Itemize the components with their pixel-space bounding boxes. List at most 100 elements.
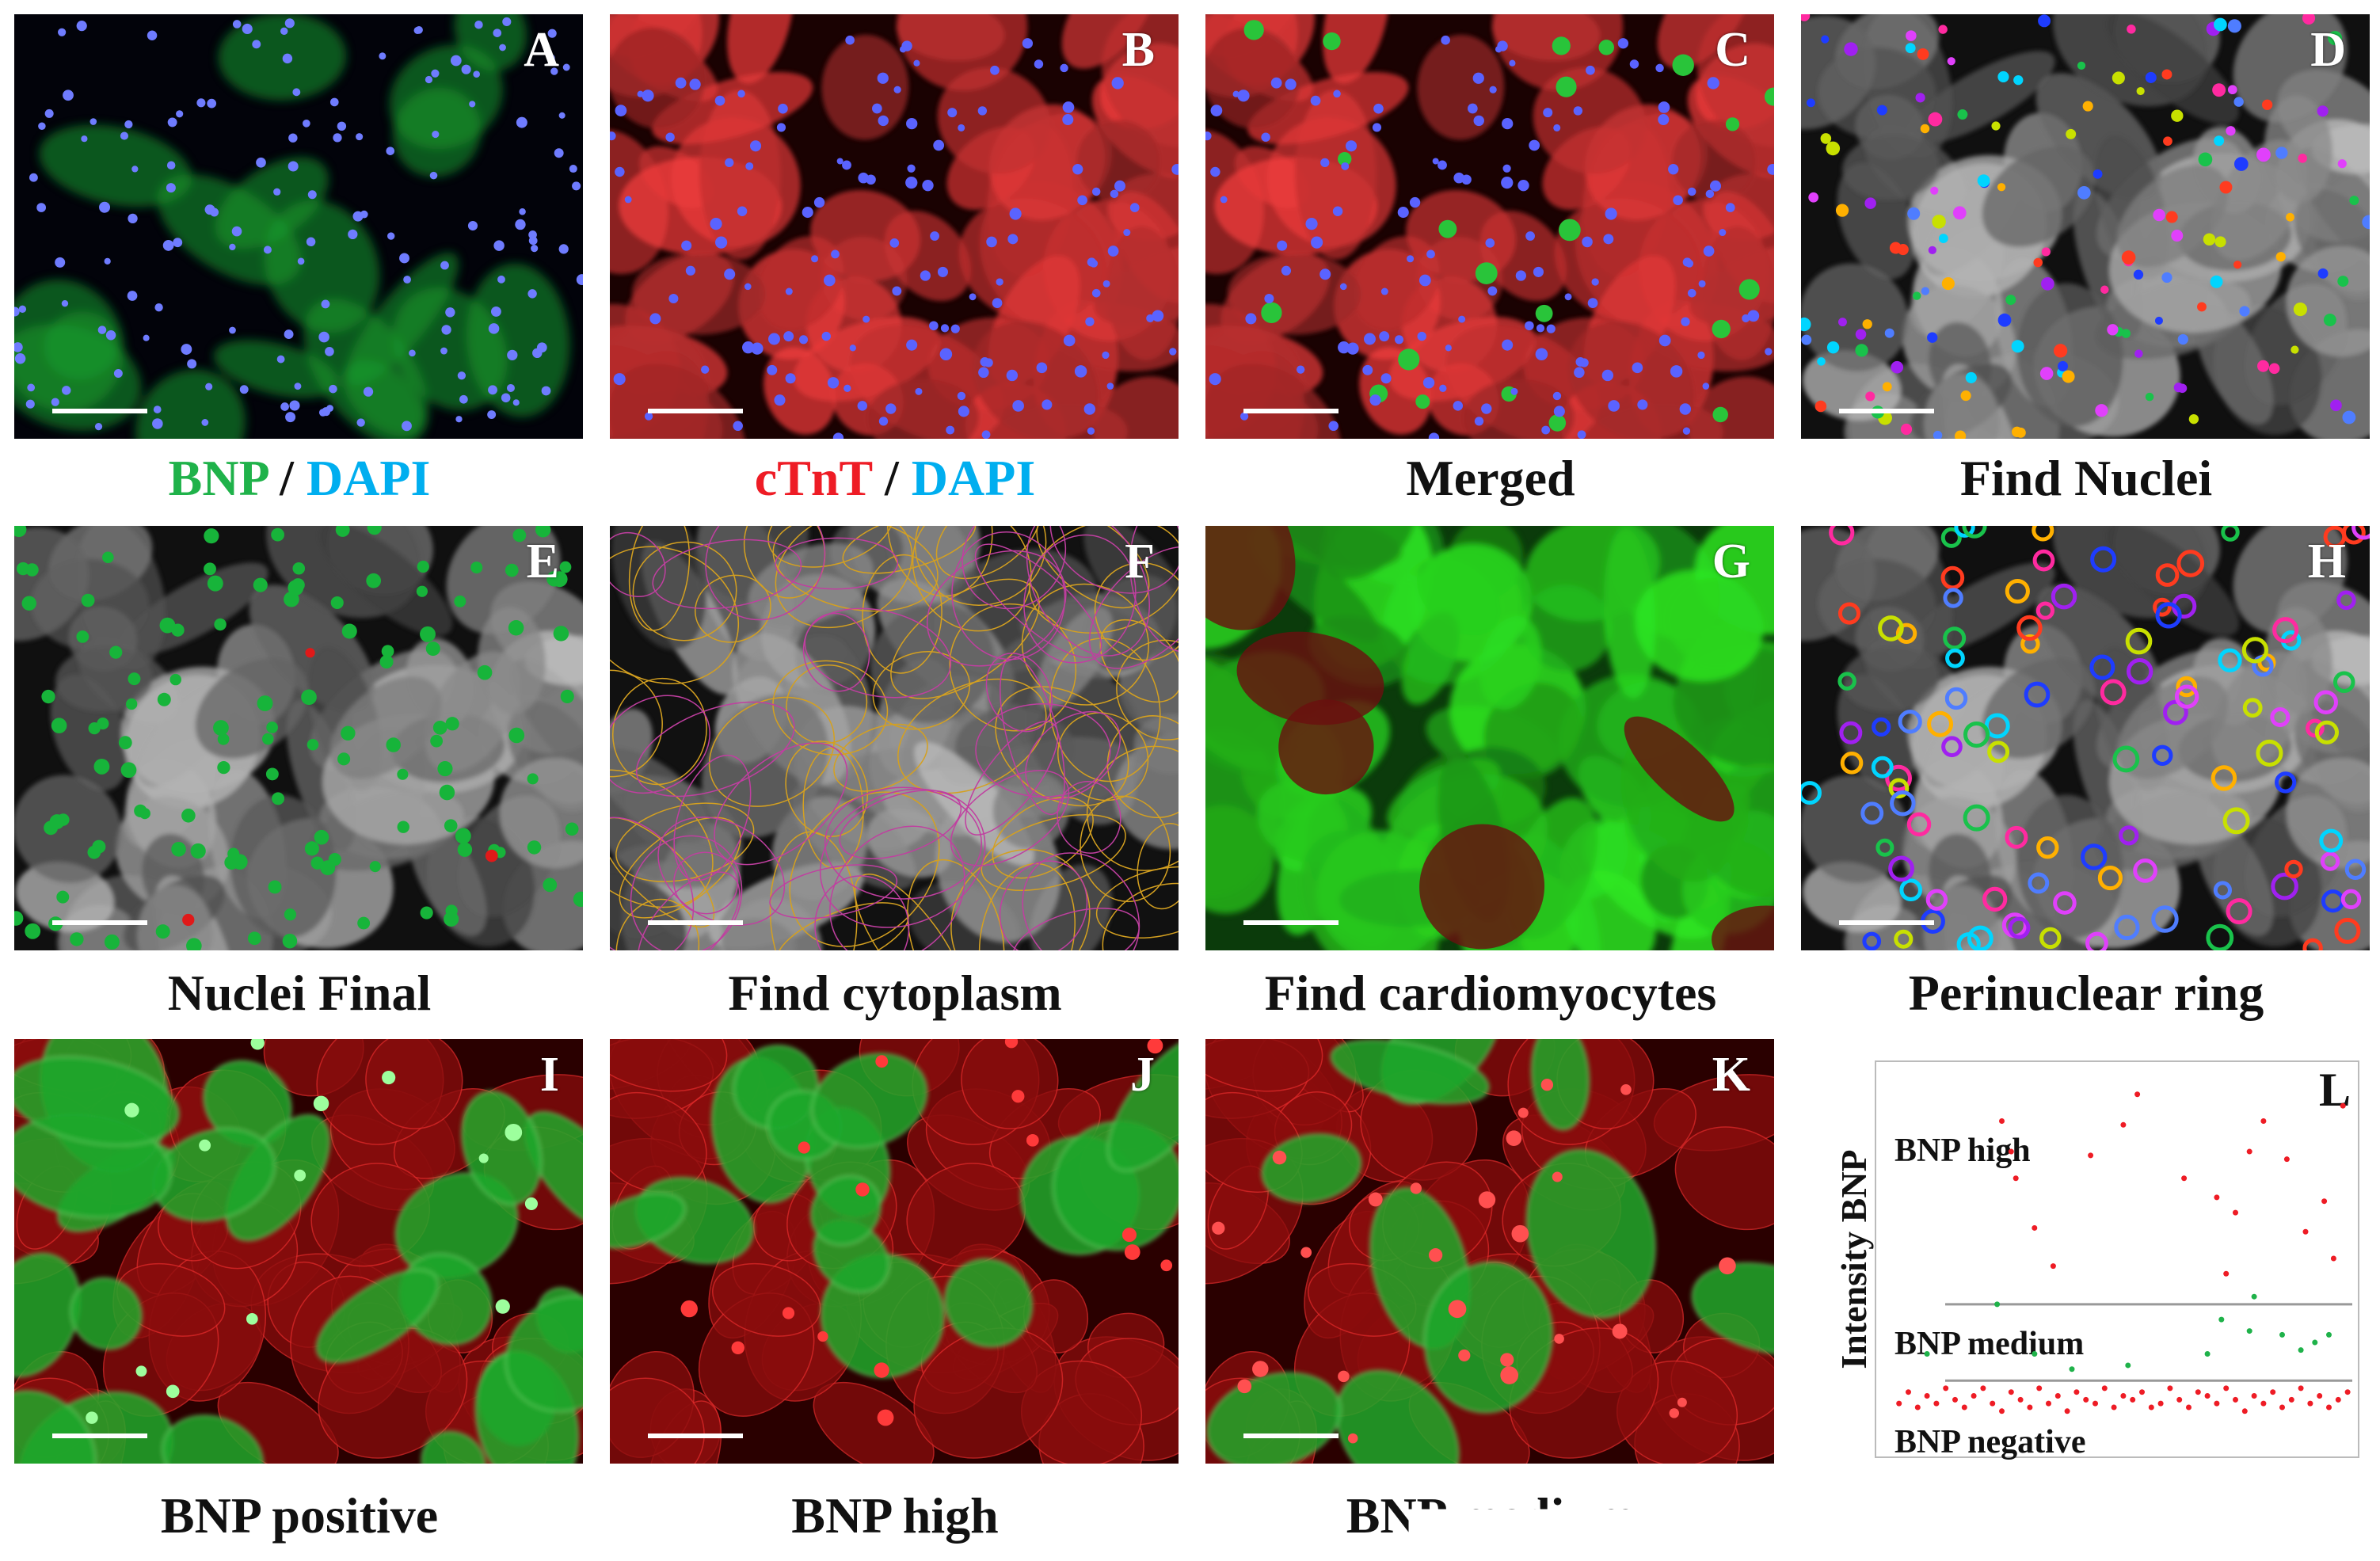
panel-g-canvas (1205, 526, 1774, 950)
panel-letter: E (527, 537, 559, 586)
data-point (1925, 1351, 1930, 1357)
data-point (1952, 1397, 1958, 1403)
data-point (2134, 1091, 2140, 1097)
data-point (2092, 1401, 2098, 1407)
data-point (2018, 1397, 2024, 1403)
scale-bar (1243, 1433, 1339, 1438)
panel-k-canvas (1205, 1039, 1774, 1464)
panel-k-caption: BNP medium (1198, 1491, 1784, 1541)
data-point (1943, 1385, 1948, 1391)
panel-a-canvas (14, 14, 583, 439)
data-point (1994, 1301, 2000, 1307)
caption-part: DAPI (307, 450, 430, 506)
panel-f-image: F (610, 526, 1179, 950)
data-point (2279, 1404, 2285, 1410)
scale-bar (1839, 409, 1934, 413)
data-point (2176, 1397, 2182, 1403)
data-point (1925, 1393, 1930, 1399)
panel-j-canvas (610, 1039, 1179, 1464)
data-point (2223, 1385, 2229, 1391)
panel-f-caption: Find cytoplasm (602, 968, 1188, 1018)
data-point (2270, 1389, 2275, 1395)
data-point (2186, 1404, 2192, 1410)
data-point (2289, 1397, 2294, 1403)
scatter-chart: Intensity BNP L BNP high BNP medium BNP … (1830, 1044, 2368, 1472)
caption-part: cTnT (755, 450, 872, 506)
data-point (2055, 1393, 2061, 1399)
data-point (2009, 1389, 2014, 1395)
data-point (2065, 1408, 2070, 1414)
data-point (2284, 1156, 2290, 1162)
panel-a-caption: BNP / DAPI (6, 453, 592, 504)
data-point (2125, 1362, 2131, 1368)
panel-k-image: K (1205, 1039, 1774, 1464)
panel-d-canvas (1801, 14, 2370, 439)
data-point (2214, 1194, 2219, 1200)
panel-h-caption: Perinuclear ring (1793, 968, 2379, 1018)
data-point (2233, 1397, 2238, 1403)
data-point (2336, 1397, 2341, 1403)
scale-bar (52, 920, 147, 925)
panel-a-image: A (14, 14, 583, 439)
data-point (2120, 1393, 2126, 1399)
data-point (2181, 1175, 2187, 1181)
panel-b-canvas (610, 14, 1179, 439)
data-point (2205, 1351, 2211, 1357)
data-point (2326, 1332, 2332, 1338)
data-point (2345, 1389, 2351, 1395)
panel-letter: L (2319, 1064, 2351, 1116)
panel-letter: B (1122, 25, 1155, 74)
data-point (1906, 1389, 1911, 1395)
data-point (2139, 1389, 2145, 1395)
data-point (2112, 1404, 2117, 1410)
data-point (2218, 1317, 2224, 1323)
data-point (2279, 1332, 2285, 1338)
data-point (1915, 1404, 1921, 1410)
data-point (2233, 1210, 2238, 1216)
caption-part: / (267, 450, 307, 506)
panel-letter: K (1712, 1050, 1750, 1099)
panel-letter: F (1125, 537, 1155, 586)
scale-bar (52, 409, 147, 413)
data-point (2013, 1175, 2019, 1181)
panel-i-image: I (14, 1039, 583, 1464)
data-point (2247, 1149, 2252, 1155)
panel-g-image: G (1205, 526, 1774, 950)
data-point (2036, 1385, 2042, 1391)
data-point (2252, 1294, 2257, 1300)
panel-e-canvas (14, 526, 583, 950)
panel-f-canvas (610, 526, 1179, 950)
data-point (2032, 1225, 2037, 1231)
label-bnp-medium: BNP medium (1894, 1326, 2084, 1362)
data-point (1999, 1408, 2005, 1414)
caption-part: BNP (169, 450, 267, 506)
caption-part: / (872, 450, 912, 506)
panel-letter: C (1715, 25, 1750, 74)
panel-h-canvas (1801, 526, 2370, 950)
data-point (2102, 1385, 2108, 1391)
panel-c-canvas (1205, 14, 1774, 439)
data-point (2247, 1328, 2252, 1334)
data-point (1971, 1393, 1977, 1399)
scale-bar (648, 920, 743, 925)
data-point (2214, 1401, 2219, 1407)
data-point (1962, 1404, 1967, 1410)
panel-j-caption: BNP high (602, 1491, 1188, 1541)
data-point (2120, 1122, 2126, 1128)
data-point (2070, 1366, 2075, 1372)
scale-bar (1839, 920, 1934, 925)
data-point (2158, 1401, 2164, 1407)
scale-bar (648, 409, 743, 413)
data-point (2340, 1103, 2346, 1109)
data-point (1999, 1118, 2005, 1124)
data-point (2051, 1263, 2056, 1269)
panel-e-image: E (14, 526, 583, 950)
data-point (2195, 1389, 2201, 1395)
data-point (2260, 1401, 2266, 1407)
panel-e-caption: Nuclei Final (6, 968, 592, 1018)
data-point (1980, 1385, 1986, 1391)
data-point (2312, 1340, 2317, 1346)
panel-letter: D (2310, 25, 2346, 74)
data-point (2167, 1385, 2172, 1391)
data-point (2130, 1397, 2135, 1403)
